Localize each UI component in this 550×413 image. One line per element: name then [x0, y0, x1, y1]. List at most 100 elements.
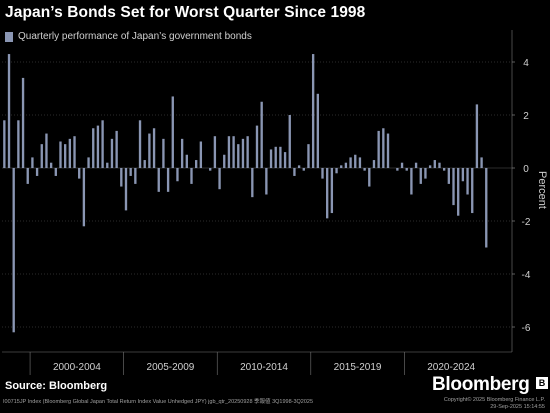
y-axis-label: Percent: [536, 171, 548, 209]
bar: [293, 168, 296, 176]
bar: [283, 152, 287, 168]
bar: [199, 141, 203, 168]
bar: [209, 168, 212, 171]
bar: [251, 168, 254, 198]
bar: [171, 96, 174, 168]
bar: [428, 165, 432, 168]
bar: [35, 168, 39, 176]
bar: [457, 168, 460, 216]
bar: [424, 168, 427, 179]
bar: [410, 168, 413, 195]
bar: [396, 168, 399, 171]
bar: [386, 133, 390, 168]
x-period-label: 2015-2019: [334, 362, 382, 373]
brand-logo: Bloomberg: [432, 374, 530, 395]
bar: [49, 162, 53, 168]
bar: [485, 168, 488, 248]
y-tick-label: 2: [523, 111, 529, 122]
bar: [213, 136, 217, 168]
legend: Quarterly performance of Japan’s governm…: [5, 31, 252, 42]
bar: [452, 168, 455, 206]
bar: [152, 128, 156, 168]
bar: [354, 154, 357, 168]
bar: [307, 144, 310, 168]
bar: [223, 154, 226, 168]
bar: [269, 149, 273, 168]
bar: [78, 168, 81, 179]
bar: [87, 157, 90, 168]
bar: [335, 168, 338, 174]
y-tick-label: -2: [522, 217, 531, 228]
bar: [227, 136, 231, 168]
bar: [344, 162, 348, 168]
bar: [195, 160, 198, 168]
x-period-label: 2020-2024: [427, 362, 475, 373]
bar: [232, 136, 235, 168]
bar: [302, 168, 305, 171]
bar: [68, 138, 72, 168]
bar: [466, 168, 469, 195]
bar: [382, 128, 385, 168]
bar: [166, 168, 170, 192]
bar: [134, 168, 137, 184]
bar: [143, 160, 146, 168]
bar: [363, 168, 366, 171]
bar: [255, 125, 259, 168]
bar: [265, 168, 268, 195]
x-period-label: 2010-2014: [240, 362, 288, 373]
y-tick-label: -4: [522, 270, 531, 281]
y-tick-label: 4: [523, 58, 529, 69]
bar: [288, 115, 291, 168]
bar: [157, 168, 160, 192]
bar: [180, 138, 184, 168]
legend-swatch: [5, 31, 13, 42]
bar: [63, 144, 67, 168]
y-tick-label: -6: [522, 323, 531, 334]
bar: [124, 168, 128, 211]
bar: [297, 165, 301, 168]
bar: [17, 120, 20, 168]
bar: [311, 54, 315, 168]
bar: [96, 125, 100, 168]
bar: [92, 128, 95, 168]
bar: [110, 138, 114, 168]
legend-label: Quarterly performance of Japan’s governm…: [18, 31, 252, 42]
bar: [40, 144, 43, 168]
bar: [405, 168, 408, 171]
bar: [433, 160, 436, 168]
bar: [419, 168, 422, 184]
source-label: Source: Bloomberg: [5, 380, 108, 392]
timestamp: 29-Sep-2025 15:14:55: [490, 404, 545, 410]
bar: [101, 120, 104, 168]
y-tick-label: 0: [523, 164, 529, 175]
bar: [138, 120, 142, 168]
bar: [7, 54, 11, 168]
bar: [340, 165, 343, 168]
bar: [377, 130, 380, 168]
bar: [330, 168, 334, 214]
bar: [120, 168, 123, 187]
bar: [461, 168, 465, 182]
bar: [115, 130, 118, 168]
bar: [471, 168, 474, 214]
bar: [447, 168, 451, 184]
bar: [176, 168, 179, 182]
x-period-label: 2005-2009: [147, 362, 195, 373]
bar: [246, 136, 249, 168]
bar: [368, 168, 371, 187]
bar: [400, 162, 404, 168]
bar: [45, 133, 48, 168]
bar: [442, 168, 446, 171]
copyright-line: Copyright© 2025 Bloomberg Finance L.P.: [443, 397, 545, 403]
bar: [73, 136, 76, 168]
bar: [218, 168, 221, 190]
bar: [321, 168, 324, 179]
bar: [326, 168, 329, 219]
bar: [438, 162, 441, 168]
bar: [358, 157, 362, 168]
bar: [414, 162, 418, 168]
chart-title: Japan’s Bonds Set for Worst Quarter Sinc…: [5, 4, 366, 21]
bar: [316, 93, 319, 168]
bar: [349, 157, 352, 168]
